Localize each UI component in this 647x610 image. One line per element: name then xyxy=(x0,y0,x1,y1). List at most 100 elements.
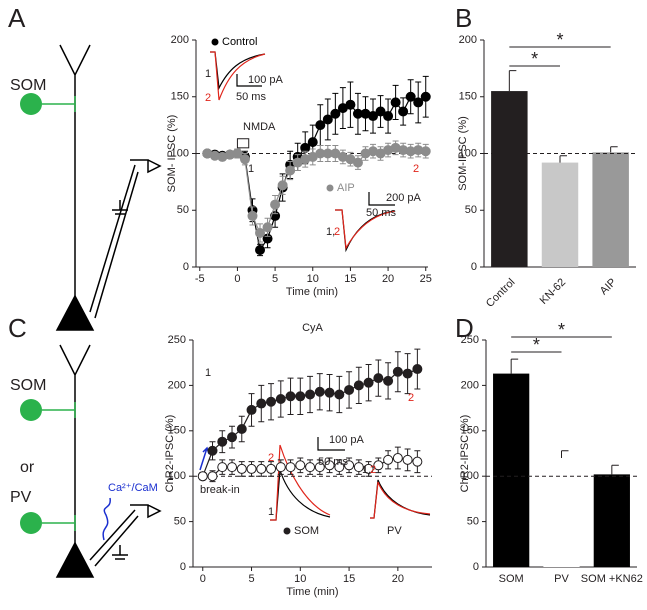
ground xyxy=(112,200,128,215)
x-tick-label: -5 xyxy=(195,273,205,285)
data-point xyxy=(353,380,364,391)
electrode xyxy=(89,159,162,319)
y-tick-label: 50 xyxy=(465,204,477,216)
y-tick-label: 50 xyxy=(467,516,479,528)
som-cell xyxy=(20,399,42,421)
data-point xyxy=(275,462,286,473)
signal-label: Ca²⁺/CaM xyxy=(108,482,158,494)
annotation: 2 xyxy=(370,464,376,476)
data-point xyxy=(217,436,228,447)
annotation: 2 xyxy=(408,392,414,404)
trace xyxy=(210,51,266,91)
x-tick-label: 10 xyxy=(294,573,306,585)
data-point xyxy=(315,120,326,131)
y-tick-label: 100 xyxy=(171,147,189,159)
y-tick-label: 150 xyxy=(459,91,477,103)
data-point xyxy=(375,106,386,117)
x-tick-label: 0 xyxy=(234,273,240,285)
data-point xyxy=(402,454,413,465)
x-tick-label: 25 xyxy=(420,273,432,285)
annotation: 1 xyxy=(268,506,274,518)
soma xyxy=(55,294,95,331)
data-point xyxy=(383,454,394,465)
y-tick-label: 0 xyxy=(183,261,189,273)
x-tick-label: PV xyxy=(554,573,569,585)
x-axis-label: Time (min) xyxy=(286,586,338,598)
y-tick-label: 50 xyxy=(177,204,189,216)
bar xyxy=(543,458,580,567)
series-line xyxy=(207,147,426,234)
y-axis-label: ChR2-IPSC (%) xyxy=(164,415,176,493)
cell-label: SOM xyxy=(10,377,46,394)
cell-label: PV xyxy=(10,489,32,506)
x-tick-label: 5 xyxy=(272,273,278,285)
data-point xyxy=(285,165,296,176)
x-tick-label: AIP xyxy=(598,276,619,297)
data-point xyxy=(255,227,266,238)
bar xyxy=(592,152,629,267)
data-point xyxy=(232,148,243,159)
data-point xyxy=(383,111,394,122)
data-point xyxy=(363,377,374,388)
data-point xyxy=(420,91,431,102)
data-point xyxy=(285,391,296,402)
data-point xyxy=(330,108,341,119)
legend-label: AIP xyxy=(337,182,355,194)
y-tick-label: 50 xyxy=(174,516,186,528)
annotation: 1, xyxy=(326,226,335,238)
annotation: 1, xyxy=(362,464,371,476)
panel-label: B xyxy=(455,3,472,33)
data-point xyxy=(344,384,355,395)
scale-bar xyxy=(317,437,345,451)
annotation: 50 ms xyxy=(236,91,266,103)
annotation: NMDA xyxy=(243,121,276,133)
y-tick-label: 250 xyxy=(168,334,186,346)
dendrite xyxy=(59,44,91,300)
data-point xyxy=(373,373,384,384)
x-tick-label: SOM +KN62 xyxy=(581,573,643,585)
legend-label: SOM xyxy=(294,525,319,537)
electrode xyxy=(89,504,162,567)
legend-marker xyxy=(326,184,334,192)
soma xyxy=(55,541,95,578)
data-point xyxy=(324,387,335,398)
data-point xyxy=(236,423,247,434)
data-point xyxy=(255,244,266,255)
annotation: break-in xyxy=(200,484,240,496)
annotation: 2 xyxy=(205,92,211,104)
significance-label: * xyxy=(558,320,565,340)
trace xyxy=(270,469,331,521)
data-point xyxy=(307,137,318,148)
legend-marker xyxy=(283,527,291,535)
legend-label: PV xyxy=(387,525,402,537)
error-bar xyxy=(508,70,517,92)
bar xyxy=(541,162,579,267)
data-point xyxy=(239,154,250,165)
y-tick-label: 100 xyxy=(168,470,186,482)
calcium-signal xyxy=(102,497,111,541)
y-tick-label: 100 xyxy=(461,470,479,482)
scale-bar xyxy=(236,74,262,87)
data-point xyxy=(352,157,363,168)
significance-label: * xyxy=(531,49,538,69)
chart-title: CyA xyxy=(302,322,323,334)
error-bar xyxy=(559,155,567,163)
annotation: 1 xyxy=(248,163,254,175)
data-point xyxy=(413,97,424,108)
significance-label: * xyxy=(533,335,540,355)
y-tick-label: 0 xyxy=(471,261,477,273)
data-point xyxy=(246,463,257,474)
data-point xyxy=(334,389,345,400)
ground xyxy=(112,545,128,560)
data-point xyxy=(412,456,423,467)
data-point xyxy=(392,366,403,377)
data-point xyxy=(247,210,258,221)
data-point xyxy=(256,463,267,474)
data-point xyxy=(227,432,238,443)
x-tick-label: 15 xyxy=(343,573,355,585)
data-point xyxy=(227,462,238,473)
data-point xyxy=(246,404,257,415)
data-point xyxy=(334,462,345,473)
data-point xyxy=(305,389,316,400)
data-point xyxy=(207,445,218,456)
